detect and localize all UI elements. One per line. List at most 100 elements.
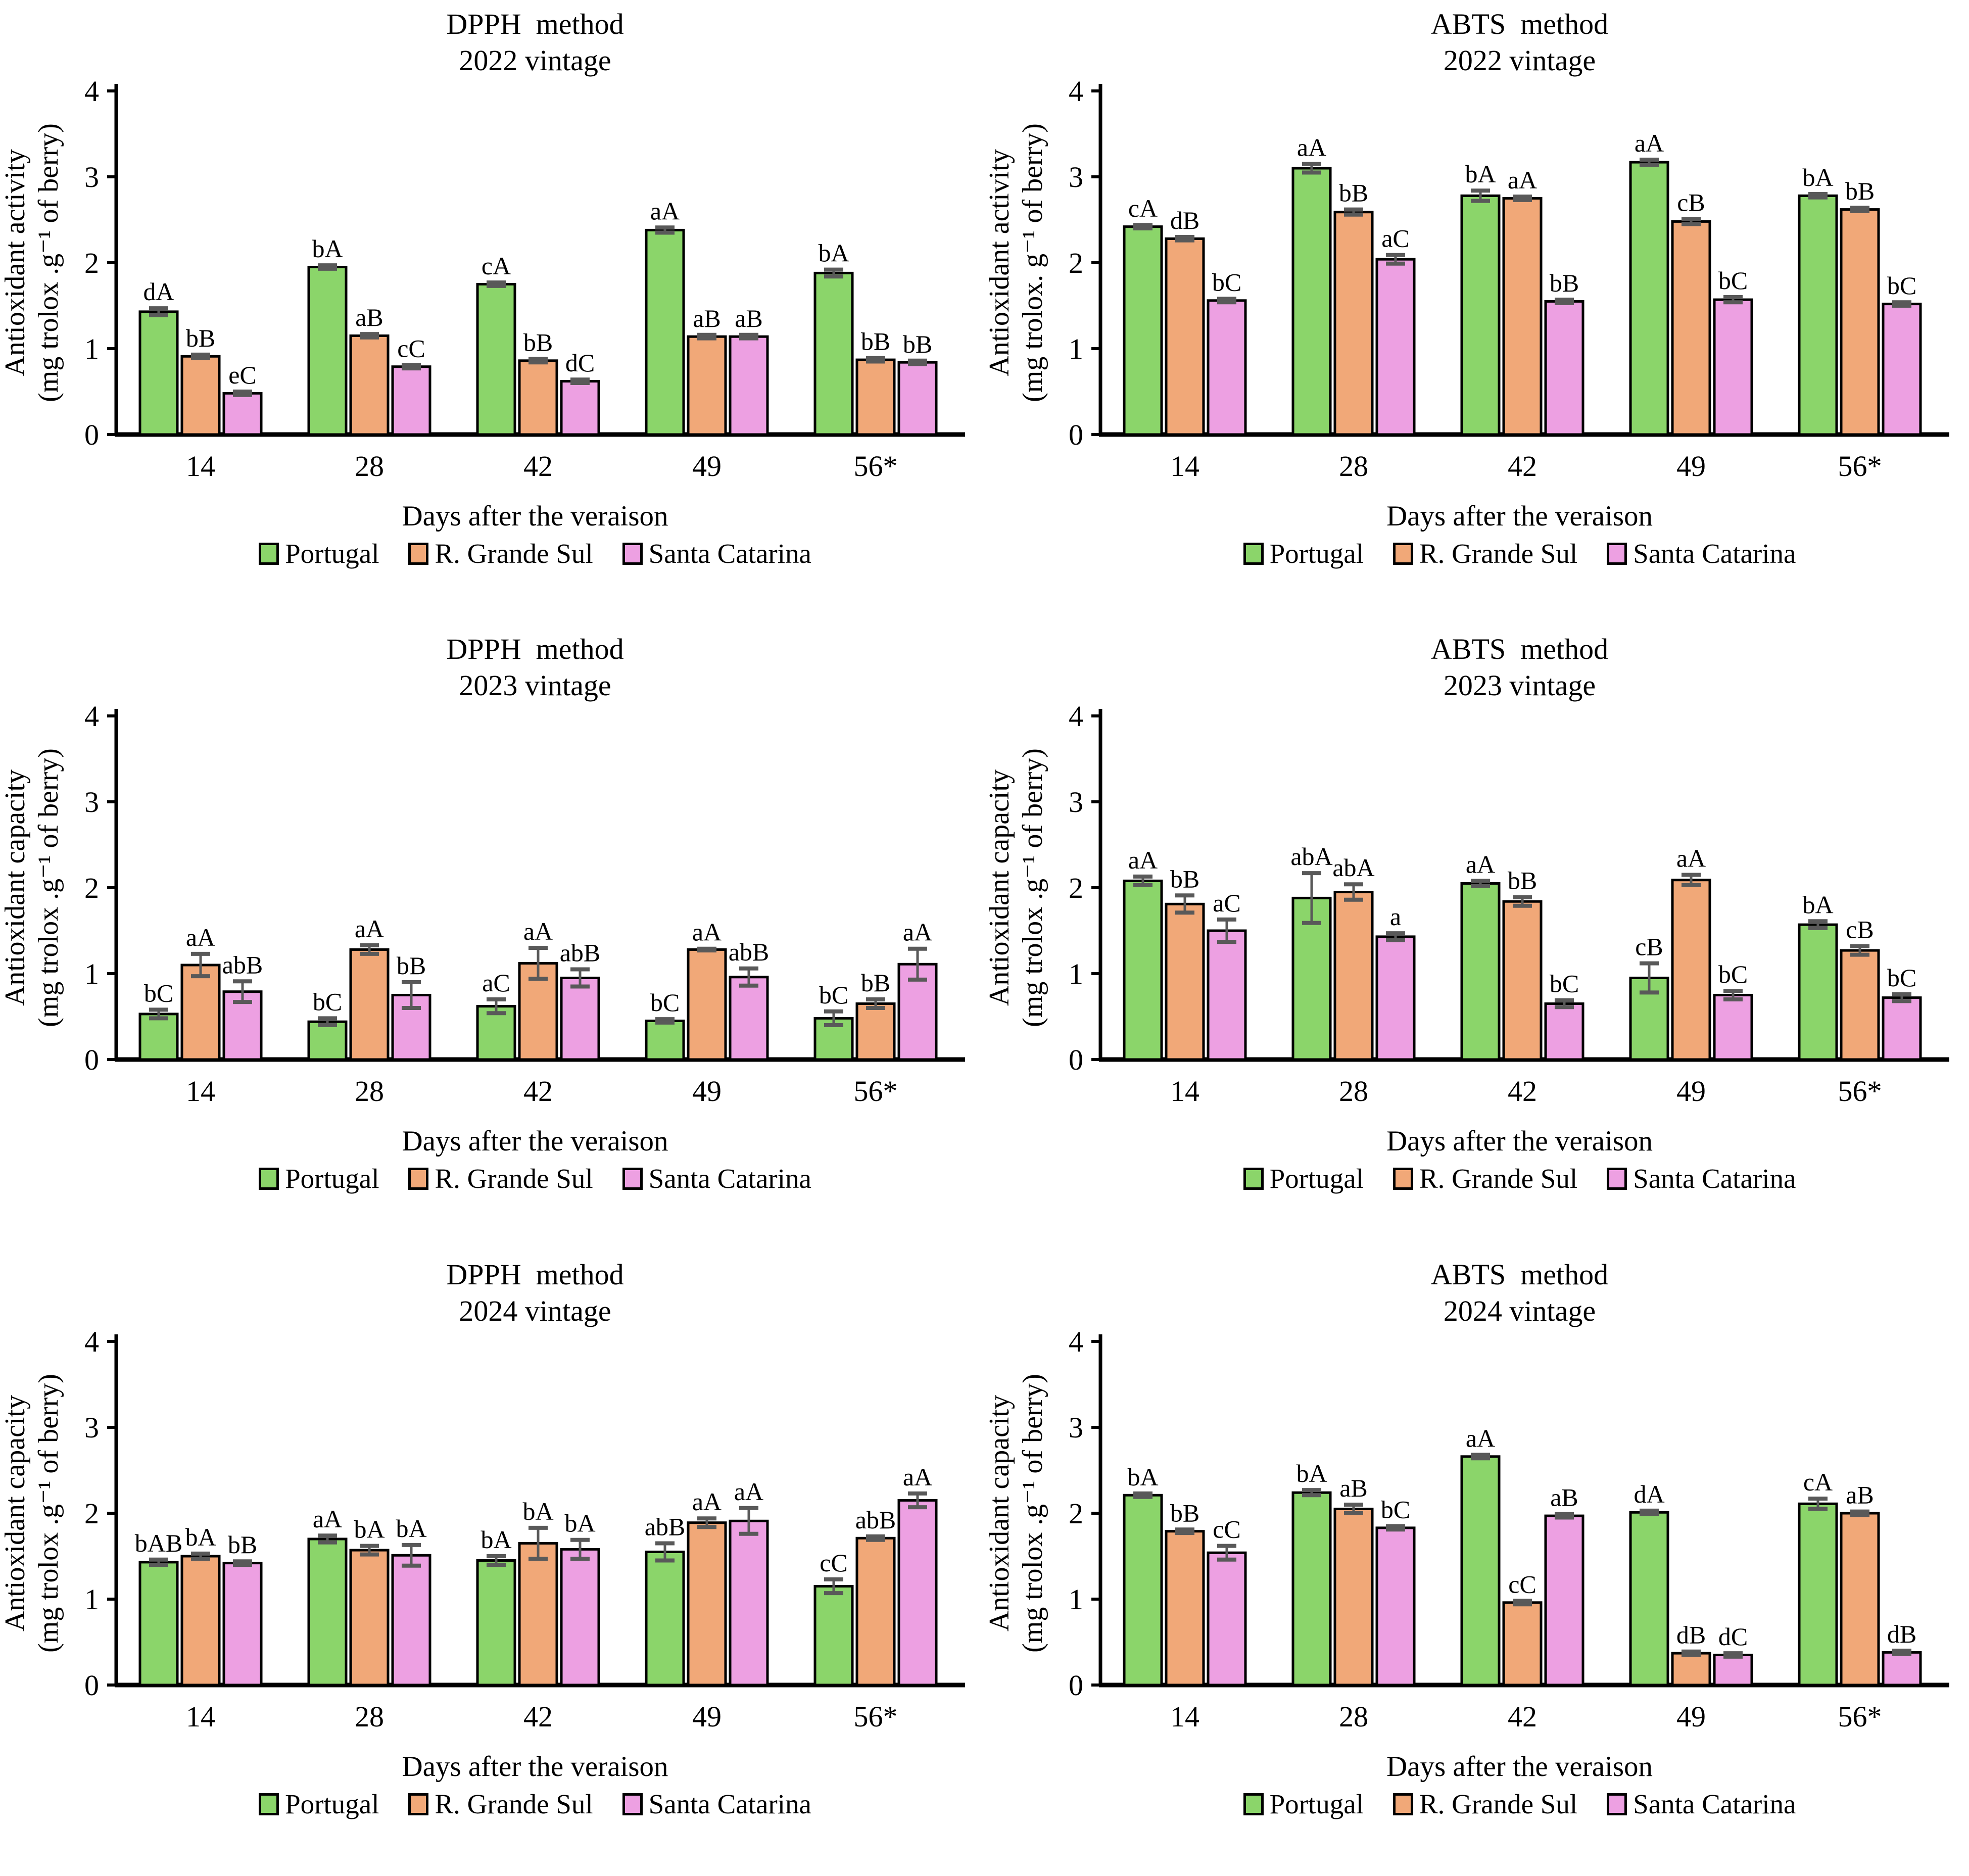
bar [1375, 1526, 1416, 1687]
bar-significance-label: bA [185, 1523, 216, 1551]
chart-vintage-subtitle: 2023 vintage [1443, 669, 1596, 702]
r-grande-sul-swatch-icon [1392, 1793, 1413, 1815]
bar [1333, 1508, 1374, 1687]
bar-significance-label: bC [1718, 266, 1748, 295]
bar [1207, 929, 1247, 1061]
bar [138, 1561, 179, 1687]
y-axis-label-line2: (mg trolox .g⁻¹ of berry) [33, 123, 64, 402]
bar [729, 335, 769, 436]
bar-significance-label: bB [861, 327, 890, 356]
y-tick-label: 3 [1069, 1411, 1083, 1444]
bar-significance-label: aB [1550, 1483, 1578, 1512]
bar-chart-plot: Antioxidant capacity (mg trolox .g⁻¹ of b… [984, 1331, 1949, 1733]
y-tick-label: 0 [84, 418, 99, 451]
x-tick-label: 14 [186, 1700, 215, 1733]
bar-significance-label: bA [312, 234, 343, 263]
legend-label: R. Grande Sul [435, 1789, 593, 1819]
bar [1460, 194, 1501, 436]
bar [560, 977, 600, 1061]
y-tick-label: 3 [1069, 786, 1083, 819]
bar [1333, 211, 1374, 436]
bar-significance-label: dB [1170, 206, 1199, 234]
legend-item-r-grande-sul: R. Grande Sul [408, 538, 593, 569]
chart-method-title: DPPH method [446, 633, 624, 665]
bar-significance-label: cB [1846, 916, 1874, 944]
bar [1291, 1491, 1332, 1687]
x-axis-title: Days after the veraison [402, 1751, 668, 1783]
legend-item-portugal: Portugal [259, 538, 379, 569]
bar [1671, 1652, 1711, 1687]
x-tick-label: 49 [692, 1075, 722, 1108]
bar-significance-label: abB [222, 950, 263, 979]
y-axis-label-line1: Antioxidant capacity [0, 1395, 31, 1631]
bar-significance-label: bC [144, 979, 173, 1007]
chart-panel-dpph-2024: DPPH method 2024 vintage Antioxidant cap… [0, 1250, 984, 1876]
bar-significance-label: bA [481, 1525, 511, 1554]
legend-label: Portugal [1269, 1789, 1364, 1819]
bar-significance-label: cC [820, 1549, 848, 1577]
bar-significance-label: cA [1803, 1468, 1833, 1496]
bar-significance-label: bB [1845, 177, 1875, 205]
bar [1713, 994, 1753, 1061]
portugal-swatch-icon [1243, 1167, 1264, 1190]
bar-significance-label: abB [645, 1513, 686, 1541]
r-grande-sul-swatch-icon [1392, 542, 1413, 565]
santa-catarina-swatch-icon [622, 1167, 643, 1190]
bar-significance-label: cB [1635, 933, 1663, 961]
portugal-swatch-icon [1243, 542, 1264, 565]
legend: Portugal R. Grande Sul Santa Catarina [0, 538, 984, 569]
legend-label: R. Grande Sul [1419, 1789, 1578, 1819]
y-tick-label: 4 [1069, 1331, 1083, 1358]
x-axis-title: Days after the veraison [1386, 1125, 1653, 1157]
x-tick-label: 14 [1170, 1700, 1199, 1733]
bar [391, 1554, 431, 1687]
bar [729, 976, 769, 1061]
bar [1502, 1601, 1543, 1687]
bar-significance-label: bC [1718, 960, 1748, 988]
legend-label: R. Grande Sul [1419, 538, 1578, 569]
bar-significance-label: bC [819, 981, 848, 1009]
bar-significance-label: aA [186, 923, 215, 951]
bar-significance-label: aA [523, 917, 553, 945]
chart-panel-abts-2024: ABTS method 2024 vintage Antioxidant cap… [984, 1250, 1969, 1876]
bar-significance-label: eC [228, 361, 257, 389]
legend-label: Portugal [285, 538, 379, 569]
bar [1713, 1654, 1753, 1687]
y-axis-label-line2: (mg trolox. g⁻¹ of berry) [1017, 123, 1048, 402]
santa-catarina-swatch-icon [622, 1793, 643, 1815]
legend-item-r-grande-sul: R. Grande Sul [1392, 538, 1578, 569]
bar-significance-label: bC [1887, 964, 1916, 992]
bar [1207, 299, 1247, 436]
bar-significance-label: aB [735, 304, 763, 332]
x-tick-label: 49 [1676, 450, 1706, 483]
bar [518, 1542, 558, 1687]
legend: Portugal R. Grande Sul Santa Catarina [0, 1788, 984, 1820]
y-tick-label: 0 [1069, 418, 1083, 451]
legend-item-portugal: Portugal [259, 1788, 379, 1820]
bar [180, 964, 221, 1061]
bar [349, 334, 390, 436]
bar-significance-label: aA [692, 1487, 722, 1516]
santa-catarina-swatch-icon [622, 542, 643, 565]
y-tick-label: 4 [84, 706, 99, 733]
y-axis-label-line1: Antioxidant activity [0, 149, 31, 376]
y-tick-label: 4 [84, 1331, 99, 1358]
bar [1544, 300, 1584, 436]
bar-significance-label: bA [1802, 890, 1833, 919]
y-tick-label: 1 [1069, 332, 1083, 365]
bar-significance-label: bA [1465, 160, 1496, 188]
y-axis-label-line1: Antioxidant activity [984, 149, 1015, 376]
bar [687, 948, 727, 1061]
bar [855, 358, 896, 436]
y-tick-label: 0 [1069, 1669, 1083, 1702]
bar-chart-plot: Antioxidant capacity (mg trolox .g⁻¹ of b… [0, 1331, 965, 1733]
chart-vintage-subtitle: 2024 vintage [459, 1294, 611, 1327]
chart-panel-dpph-2022: DPPH method 2022 vintage Antioxidant act… [0, 0, 984, 625]
y-tick-label: 1 [84, 1583, 99, 1616]
bar-significance-label: aA [1297, 133, 1326, 162]
legend-label: Santa Catarina [1633, 1163, 1796, 1194]
bar [222, 392, 263, 436]
legend-item-r-grande-sul: R. Grande Sul [1392, 1788, 1578, 1820]
bar [645, 228, 685, 436]
bar [645, 1551, 685, 1687]
